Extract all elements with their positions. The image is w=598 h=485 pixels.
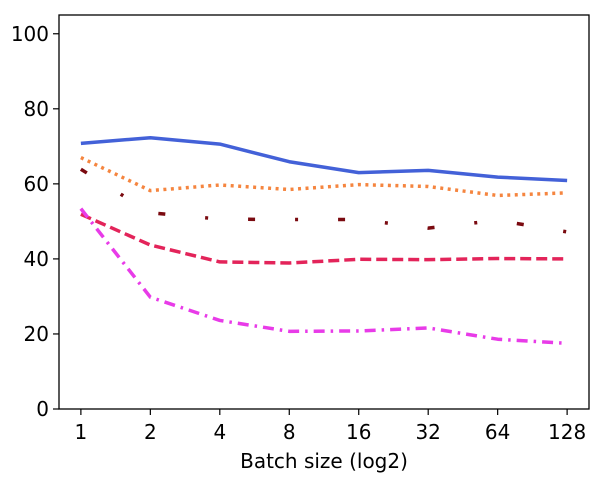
y-tick-label: 20 [24,322,49,346]
x-tick-label: 16 [346,420,371,444]
plot-frame [58,14,590,410]
x-tick-label: 1 [75,420,88,444]
y-tick-label: 100 [11,22,49,46]
x-tick-label: 4 [213,420,226,444]
x-tick-label: 128 [548,420,586,444]
y-tick-label: 40 [24,247,49,271]
y-tick-label: 80 [24,97,49,121]
series-layer [79,135,568,346]
x-tick-label: 64 [485,420,510,444]
series-line-5 [79,207,568,346]
x-tick-label: 2 [144,420,157,444]
series-line-1 [80,135,568,183]
series-line-2 [80,156,568,198]
x-axis-title: Batch size (log2) [240,449,408,473]
y-tick-label: 60 [24,172,49,196]
x-tick-label: 8 [283,420,296,444]
axis-layer: 1 2 4 8 16 32 64 128 0 20 40 60 80 100 [11,22,586,444]
y-tick-label: 0 [36,397,49,421]
x-tick-label: 32 [415,420,440,444]
series-line-3 [79,167,568,234]
series-line-4 [80,212,568,265]
